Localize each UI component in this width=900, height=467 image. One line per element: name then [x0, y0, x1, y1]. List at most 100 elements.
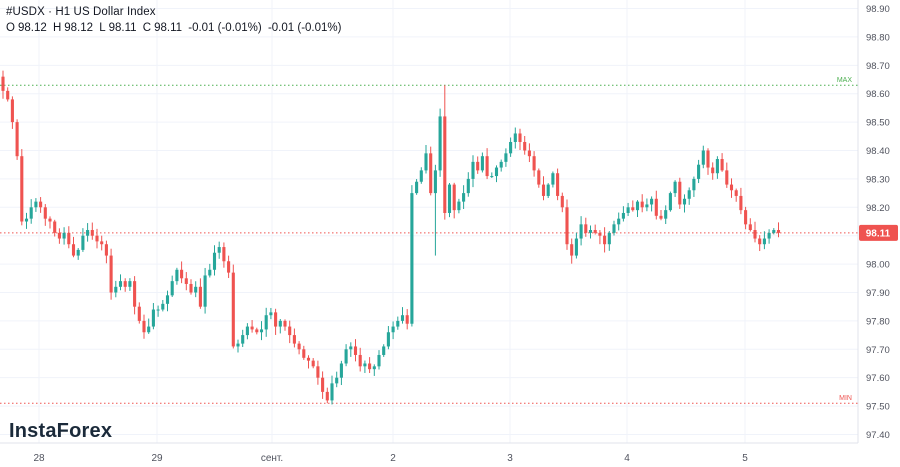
- candle: [645, 198, 649, 212]
- candle: [776, 222, 781, 238]
- candle-body: [151, 309, 155, 327]
- candle: [509, 137, 513, 157]
- candle: [654, 190, 658, 220]
- candle: [245, 323, 249, 340]
- candle: [701, 145, 705, 169]
- candle-body: [429, 153, 433, 194]
- candle: [335, 371, 339, 388]
- candle-body: [462, 193, 466, 202]
- candle: [180, 261, 184, 284]
- candle-body: [772, 230, 776, 233]
- candle-body: [90, 230, 94, 236]
- time-tick-label: 3: [507, 453, 513, 464]
- candle: [753, 221, 757, 243]
- price-tick-label: 97.80: [866, 316, 890, 327]
- candle: [104, 240, 108, 264]
- candle-body: [664, 210, 668, 219]
- candle-body: [288, 326, 292, 336]
- candle-body: [217, 247, 221, 253]
- candle-body: [556, 173, 560, 196]
- candle-body: [278, 320, 282, 327]
- candle-body: [321, 377, 325, 392]
- candle: [485, 148, 489, 180]
- candle: [607, 231, 611, 251]
- candle-body: [34, 201, 38, 208]
- candle: [603, 227, 607, 253]
- candle: [358, 347, 362, 372]
- candle: [593, 224, 597, 235]
- candle: [471, 155, 475, 188]
- candle: [118, 274, 123, 291]
- candle: [189, 279, 193, 295]
- low-value: 98.11: [108, 22, 137, 34]
- candle-body: [48, 218, 52, 222]
- candle-body: [443, 116, 447, 213]
- symbol-title[interactable]: #USDX · H1 US Dollar Index: [6, 6, 156, 18]
- candle-body: [447, 184, 452, 213]
- candle: [494, 165, 499, 183]
- candle-body: [452, 184, 456, 211]
- candle-body: [776, 230, 781, 233]
- candle: [664, 205, 668, 225]
- candle-body: [292, 335, 296, 344]
- candle-body: [405, 315, 409, 324]
- candle: [175, 267, 179, 285]
- time-tick-label: 5: [742, 453, 748, 464]
- candle-body: [645, 204, 649, 208]
- candle: [255, 327, 259, 335]
- candle: [325, 387, 329, 404]
- high-label: H: [52, 22, 62, 34]
- candle-body: [95, 235, 99, 242]
- candles: [1, 70, 781, 405]
- candle-body: [6, 90, 10, 100]
- candle-body: [593, 230, 597, 233]
- candle: [429, 146, 433, 196]
- candle: [278, 318, 282, 334]
- candle: [156, 305, 160, 317]
- candle: [570, 238, 574, 264]
- candle: [748, 218, 752, 232]
- candle-body: [504, 153, 508, 162]
- candle-body: [509, 141, 513, 154]
- candle-body: [748, 224, 752, 231]
- candle-body: [485, 156, 489, 177]
- candle: [217, 241, 221, 259]
- candle: [678, 177, 682, 209]
- candle-body: [10, 99, 14, 123]
- candle: [697, 159, 701, 184]
- candle-body: [617, 218, 621, 225]
- candle-body: [711, 167, 715, 174]
- candle-body: [227, 261, 231, 273]
- candle-body: [457, 201, 461, 211]
- candle-body: [767, 232, 771, 239]
- candle: [10, 96, 14, 129]
- candle: [264, 307, 268, 337]
- candle: [269, 307, 273, 320]
- candle-body: [180, 269, 184, 279]
- candle-body: [283, 320, 287, 327]
- candle-body: [532, 156, 536, 171]
- candle-body: [598, 232, 602, 236]
- candle-body: [62, 232, 66, 239]
- candle-body: [15, 122, 19, 157]
- candle: [259, 321, 264, 341]
- candle: [222, 242, 226, 268]
- candle-body: [692, 178, 696, 191]
- candle: [147, 318, 151, 334]
- candle: [198, 278, 202, 309]
- candle-body: [184, 278, 188, 284]
- candle-body: [668, 193, 672, 211]
- candle-body: [725, 170, 729, 185]
- price-tick-label: 98.50: [866, 118, 890, 129]
- candle-body: [358, 354, 362, 367]
- candle: [419, 167, 423, 184]
- candle: [466, 172, 470, 197]
- candle-body: [382, 346, 386, 355]
- candle: [133, 276, 137, 315]
- candle-body: [100, 241, 104, 245]
- candle-body: [546, 184, 550, 196]
- candle: [452, 182, 456, 219]
- candle: [772, 228, 776, 235]
- candle-body: [584, 224, 588, 233]
